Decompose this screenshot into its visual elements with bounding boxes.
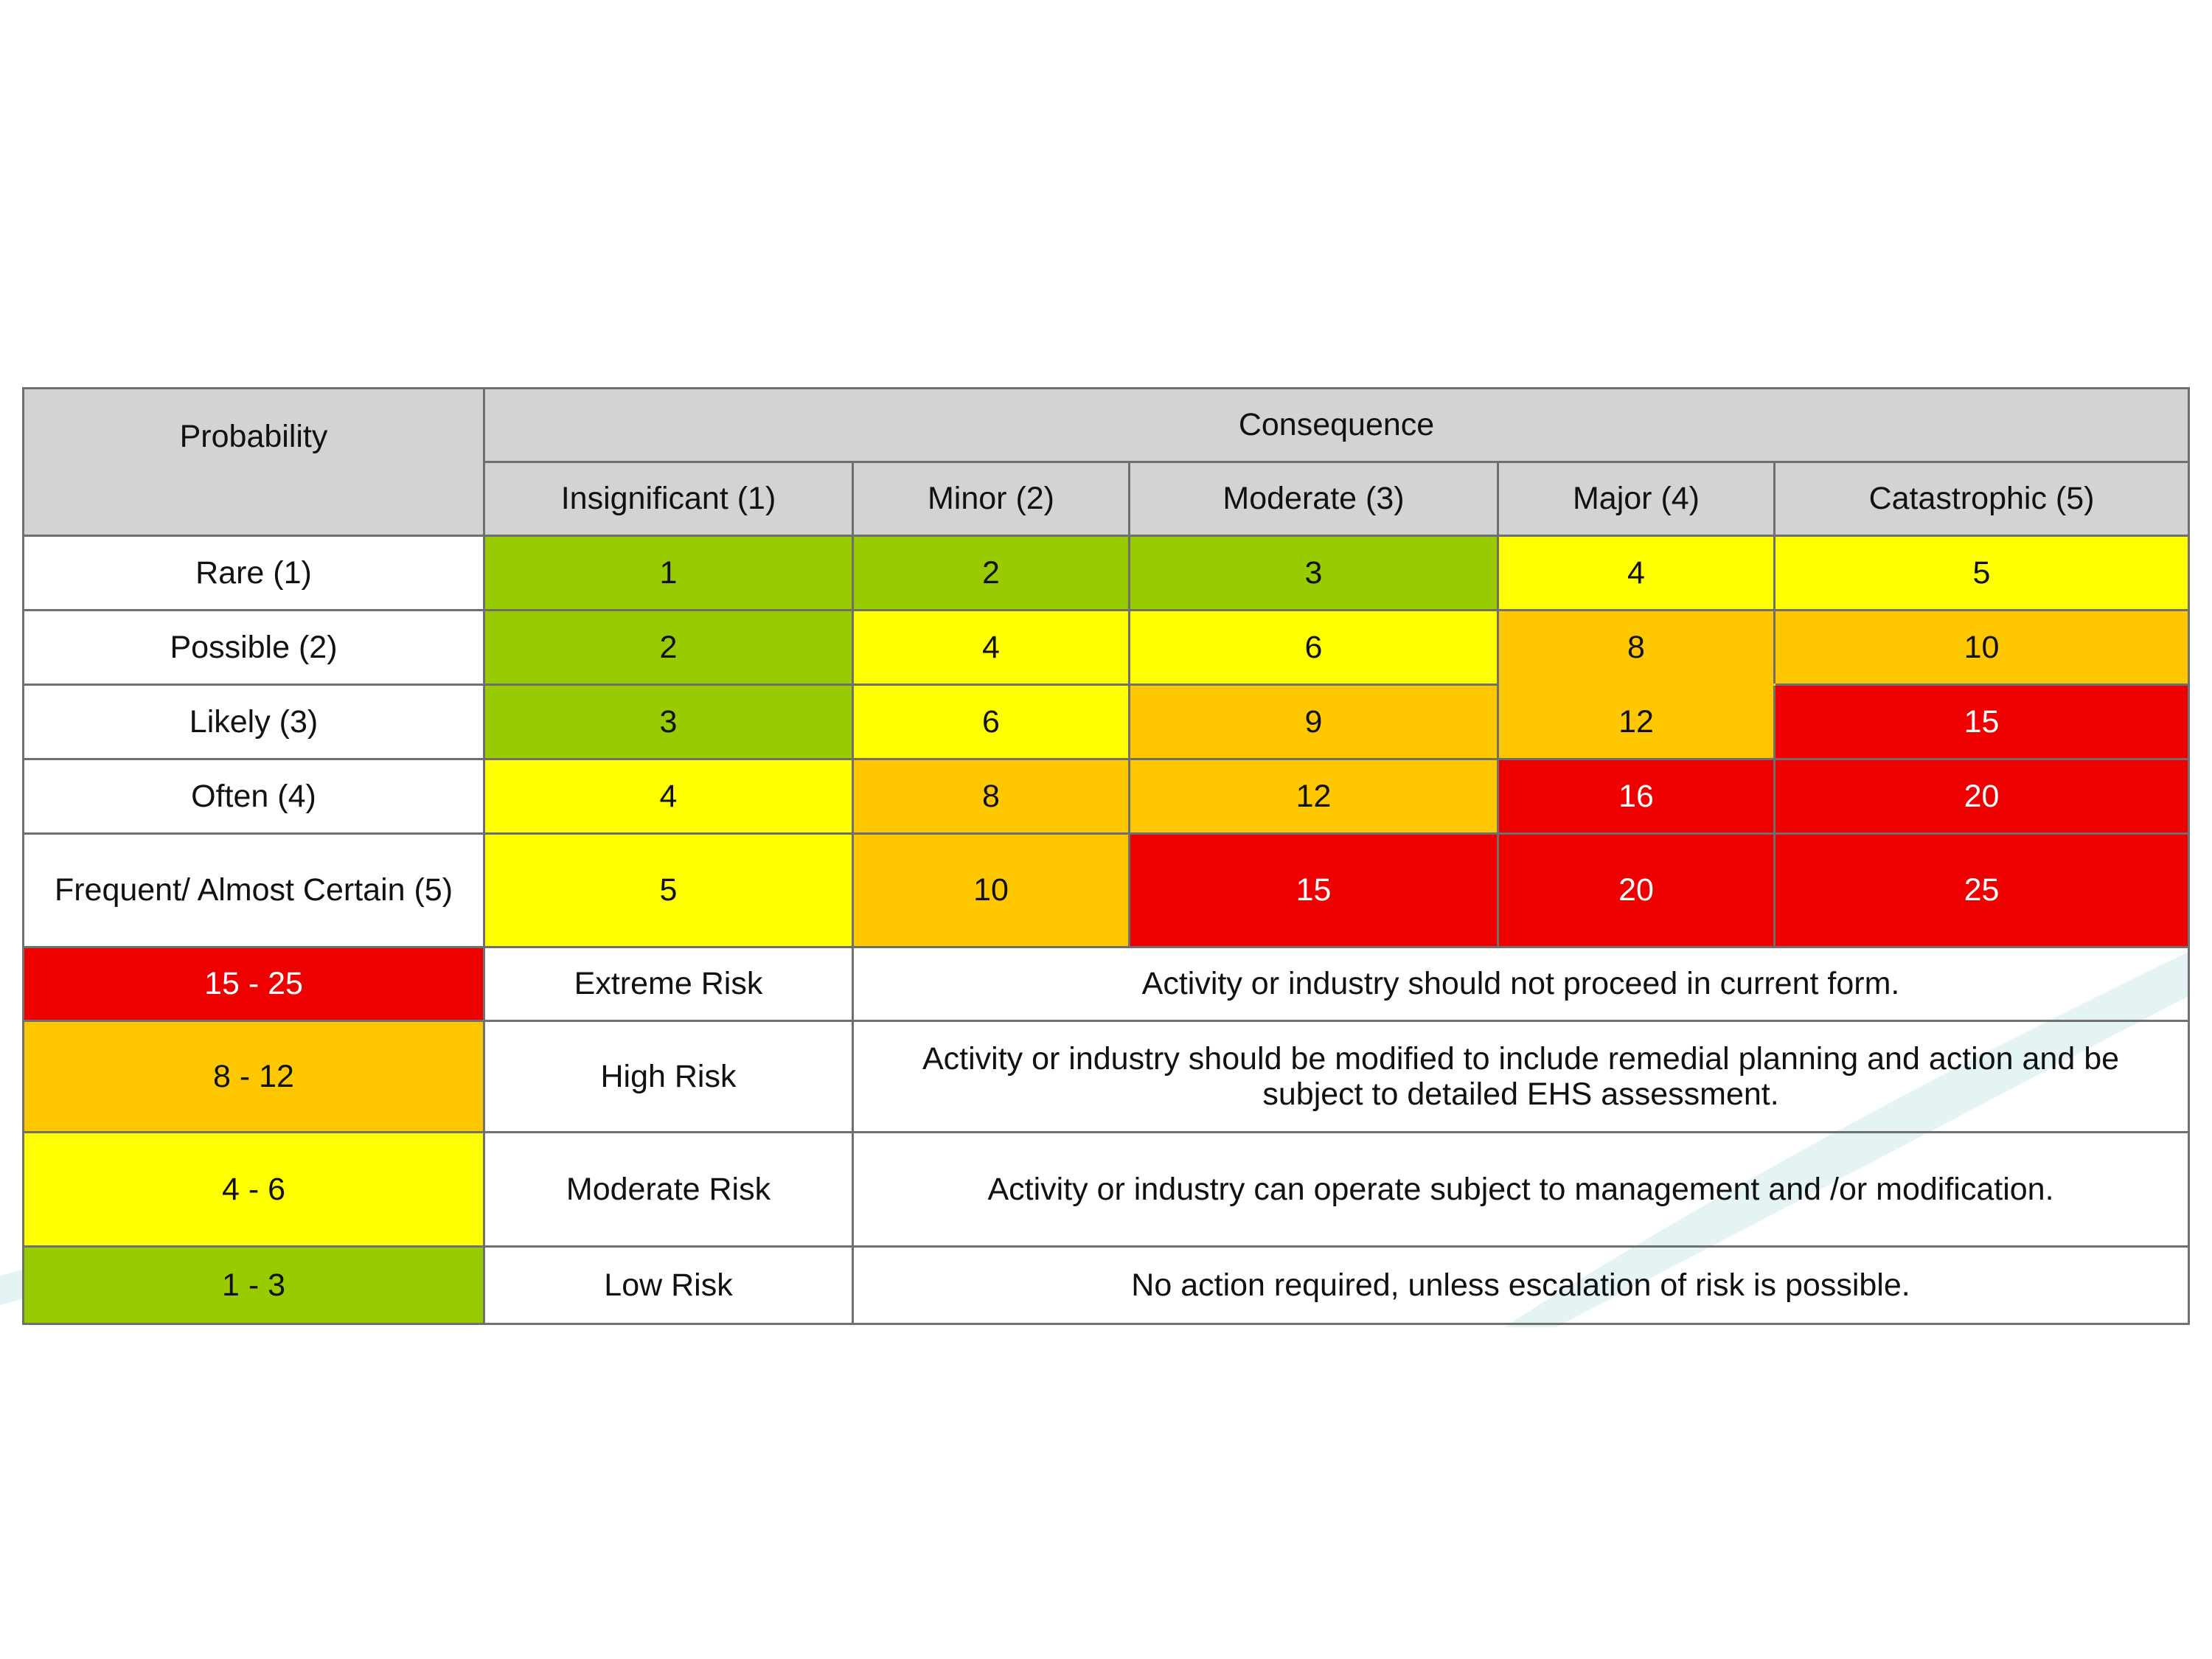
legend-range: 1 - 3 [22,1245,485,1325]
risk-score-cell: 20 [1773,758,2191,835]
probability-label: Possible (2) [22,609,485,686]
legend-description: Activity or industry should be modified … [851,1020,2191,1133]
consequence-level-header: Minor (2) [852,461,1130,537]
probability-label: Rare (1) [22,535,485,611]
matrix-row: Frequent/ Almost Certain (5) 5 10 15 20 … [22,832,2191,948]
legend-row-extreme: 15 - 25 Extreme Risk Activity or industr… [22,946,2191,1022]
legend-risk-level: Low Risk [483,1245,854,1325]
legend-description: Activity or industry should not proceed … [851,946,2191,1022]
risk-score-cell: 2 [852,535,1130,611]
risk-score-cell: 6 [1128,609,1499,686]
risk-score-cell: 5 [483,832,854,948]
legend-range: 15 - 25 [22,946,485,1022]
risk-score-cell: 1 [483,535,854,611]
matrix-row: Rare (1) 1 2 3 4 5 [22,535,2191,611]
consequence-level-header: Insignificant (1) [483,461,854,537]
risk-score-cell: 3 [483,684,854,760]
risk-score-cell: 25 [1773,832,2191,948]
consequence-level-header: Major (4) [1497,461,1775,537]
risk-score-cell: 12 [1497,684,1775,760]
legend-risk-level: Extreme Risk [483,946,854,1022]
probability-label: Often (4) [22,758,485,835]
probability-label: Frequent/ Almost Certain (5) [22,832,485,948]
risk-score-cell: 12 [1128,758,1499,835]
matrix-row: Likely (3) 3 6 9 12 15 [22,684,2191,760]
risk-score-cell: 8 [1497,609,1775,686]
risk-score-cell: 2 [483,609,854,686]
risk-score-cell: 10 [852,832,1130,948]
legend-row-high: 8 - 12 High Risk Activity or industry sh… [22,1020,2191,1133]
legend-row-moderate: 4 - 6 Moderate Risk Activity or industry… [22,1131,2191,1248]
matrix-row: Often (4) 4 8 12 16 20 [22,758,2191,835]
risk-score-cell: 15 [1128,832,1499,948]
legend-row-low: 1 - 3 Low Risk No action required, unles… [22,1245,2191,1325]
risk-score-cell: 10 [1773,609,2191,686]
legend-risk-level: High Risk [483,1020,854,1133]
risk-score-cell: 20 [1497,832,1775,948]
risk-score-cell: 4 [483,758,854,835]
consequence-level-header: Catastrophic (5) [1773,461,2191,537]
risk-score-cell: 4 [852,609,1130,686]
risk-score-cell: 15 [1773,684,2191,760]
consequence-level-header: Moderate (3) [1128,461,1499,537]
risk-score-cell: 4 [1497,535,1775,611]
legend-risk-level: Moderate Risk [483,1131,854,1248]
matrix-row: Possible (2) 2 4 6 8 10 [22,609,2191,686]
legend-range: 8 - 12 [22,1020,485,1133]
legend-range: 4 - 6 [22,1131,485,1248]
risk-score-cell: 5 [1773,535,2191,611]
risk-score-cell: 8 [852,758,1130,835]
risk-score-cell: 6 [852,684,1130,760]
legend-description: Activity or industry can operate subject… [851,1131,2191,1248]
risk-score-cell: 3 [1128,535,1499,611]
legend-description: No action required, unless escalation of… [851,1245,2191,1325]
risk-score-cell: 9 [1128,684,1499,760]
risk-matrix-table: Probability Consequence Insignificant (1… [22,387,2191,1325]
probability-label: Likely (3) [22,684,485,760]
probability-header: Probability [22,387,485,537]
risk-score-cell: 16 [1497,758,1775,835]
consequence-header: Consequence [482,387,2191,463]
